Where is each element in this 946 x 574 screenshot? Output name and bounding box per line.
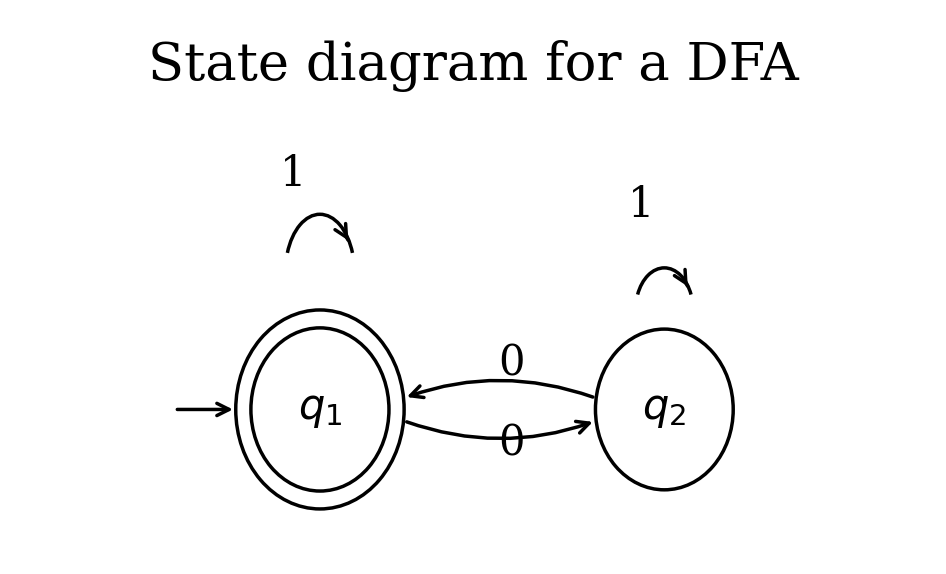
Text: 0: 0 bbox=[498, 343, 524, 385]
Text: 0: 0 bbox=[498, 423, 524, 465]
Text: 1: 1 bbox=[280, 153, 307, 195]
Text: $q_{2}$: $q_{2}$ bbox=[642, 389, 687, 430]
Text: 1: 1 bbox=[628, 184, 655, 226]
Text: $q_{1}$: $q_{1}$ bbox=[298, 389, 342, 430]
Text: State diagram for a DFA: State diagram for a DFA bbox=[148, 40, 798, 92]
